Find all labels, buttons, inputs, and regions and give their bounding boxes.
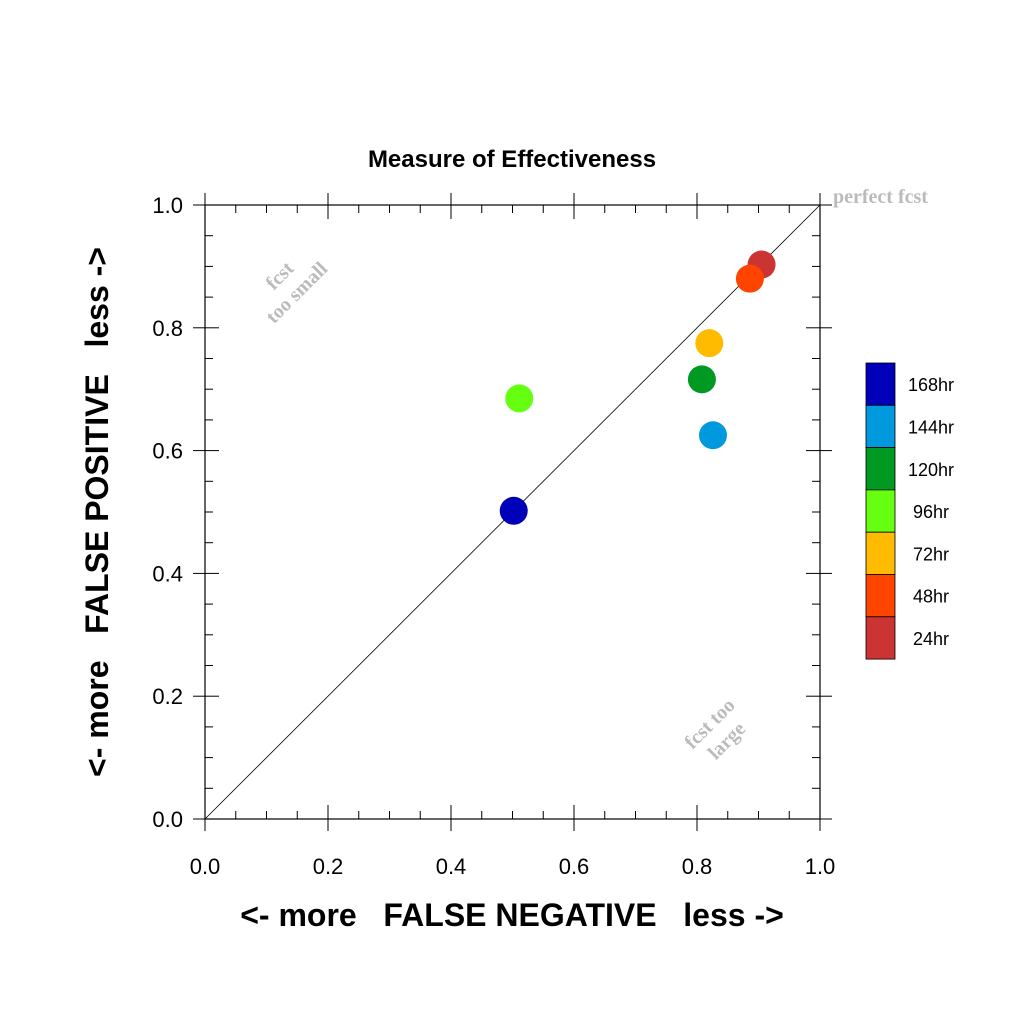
x-tick-label: 0.0 [190,854,221,879]
legend-label-144hr: 144hr [908,417,954,437]
plot-frame [204,204,821,820]
legend-label-72hr: 72hr [913,544,949,564]
x-tick-label: 0.2 [313,854,344,879]
y-tick-label: 0.0 [152,807,183,832]
annotation-perfect-fcst: perfect fcst [833,186,928,208]
y-tick-label: 1.0 [152,193,183,218]
legend-swatch-48hr [865,574,896,618]
point-48hr [735,264,764,293]
point-144hr [698,421,727,450]
y-tick-labels: 0.0 0.2 0.4 0.6 0.8 1.0 [152,193,183,832]
x-tick-labels: 0.0 0.2 0.4 0.6 0.8 1.0 [190,854,836,879]
legend-label-168hr: 168hr [908,375,954,395]
legend-swatch-72hr [865,531,896,575]
legend-swatch-168hr [865,362,896,406]
point-168hr [499,496,528,525]
y-tick-label: 0.8 [152,316,183,341]
annotation-too-small: fcst too small [262,257,333,328]
legend: 168hr 144hr 120hr 96hr 72hr 48hr 24hr [865,362,954,660]
legend-label-120hr: 120hr [908,460,954,480]
y-tick-label: 0.2 [152,684,183,709]
data-points [499,250,776,525]
y-axis-label: <- more FALSE POSITIVE less -> [79,247,115,777]
x-tick-label: 0.4 [436,854,467,879]
x-tick-label: 0.6 [559,854,590,879]
chart-title: Measure of Effectiveness [368,146,656,173]
legend-label-24hr: 24hr [913,629,949,649]
y-tick-label: 0.6 [152,439,183,464]
point-96hr [505,384,534,413]
annotation-too-large: fcst too large [680,694,750,764]
y-tick-label: 0.4 [152,561,183,586]
legend-swatch-144hr [865,404,896,448]
x-tick-label: 0.8 [682,854,713,879]
x-axis-label: <- more FALSE NEGATIVE less -> [240,897,784,933]
legend-swatch-96hr [865,489,896,533]
legend-swatch-24hr [865,616,896,660]
legend-label-48hr: 48hr [913,587,949,607]
point-72hr [695,329,724,358]
legend-swatch-120hr [865,447,896,491]
legend-label-96hr: 96hr [913,502,949,522]
x-tick-label: 1.0 [805,854,836,879]
point-120hr [687,365,716,394]
